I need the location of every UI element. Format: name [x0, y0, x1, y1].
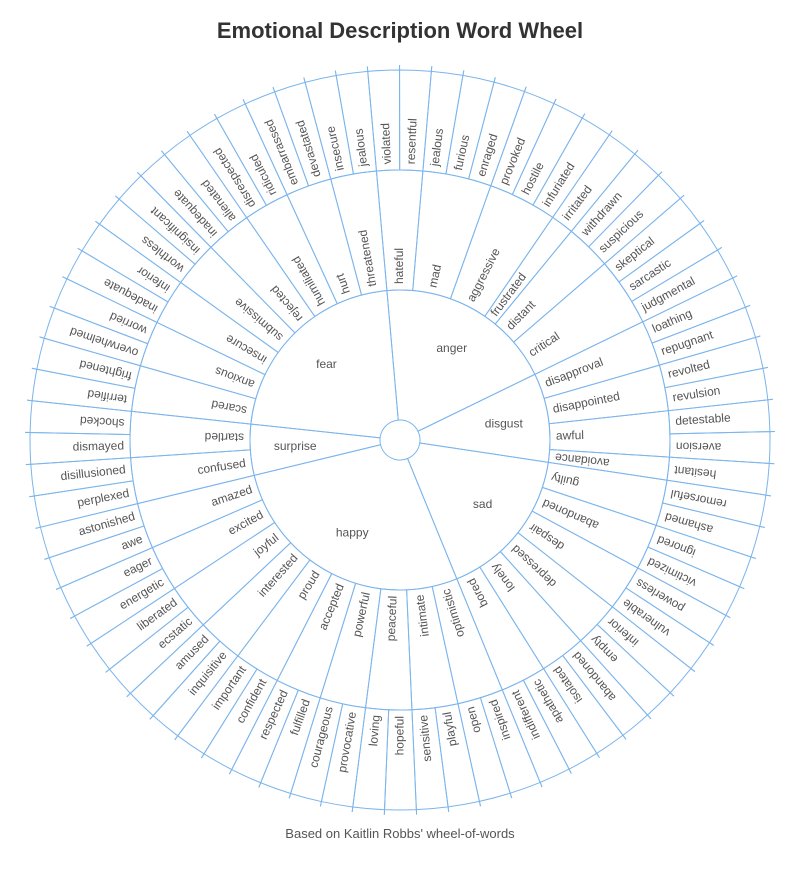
emotion-label: abandoned: [540, 496, 601, 533]
wheel-labels: anger hateful violated resentful mad jealous f…: [60, 117, 732, 773]
emotion-label: awe: [119, 532, 145, 553]
emotion-label: fulfilled: [287, 697, 313, 737]
emotion-label: disapproval: [543, 355, 605, 390]
emotion-label: critical: [526, 329, 562, 359]
emotion-label: loathing: [650, 306, 694, 336]
emotion-label: furious: [451, 133, 472, 171]
emotion-label: joyful: [250, 531, 281, 560]
emotion-label: inferior: [134, 264, 172, 296]
emotion-label: peaceful: [384, 596, 400, 642]
emotion-label: threatened: [355, 229, 379, 288]
emotion-label: surprise: [274, 439, 317, 453]
emotion-label: happy: [336, 526, 369, 540]
wheel-arcs: [30, 70, 770, 810]
emotion-label: worried: [107, 309, 150, 338]
emotion-label: disillusioned: [60, 462, 127, 483]
emotion-label: disgust: [485, 416, 524, 430]
emotion-label: awful: [556, 428, 584, 443]
emotion-label: empty: [588, 633, 621, 666]
emotion-label: amazed: [209, 482, 254, 509]
emotion-label: open: [463, 705, 483, 734]
emotion-label: anxious: [213, 364, 257, 392]
emotion-label: avoidance: [554, 450, 610, 470]
emotion-label: humiliated: [289, 254, 328, 308]
emotion-label: aversion: [676, 439, 722, 454]
emotion-label: startled: [205, 430, 245, 445]
emotion-label: loving: [366, 714, 383, 746]
emotion-label: scared: [210, 397, 248, 418]
emotion-label: hesitant: [673, 463, 717, 481]
emotion-label: sad: [473, 497, 492, 511]
emotion-label: guilty: [550, 470, 581, 490]
emotion-label: accepted: [316, 582, 347, 632]
emotion-label: provocative: [335, 710, 359, 773]
emotion-label: repugnant: [659, 327, 715, 358]
emotion-label: jealous: [427, 128, 446, 168]
emotion-wheel: anger hateful violated resentful mad jealous f…: [0, 0, 800, 870]
emotion-label: despair: [526, 520, 567, 553]
emotion-label: detestable: [675, 410, 732, 428]
emotion-label: violated: [378, 123, 394, 165]
emotion-label: insecure: [223, 332, 269, 367]
chart-subtitle: Based on Kaitlin Robbs' wheel-of-words: [285, 826, 515, 841]
emotion-label: proud: [294, 568, 322, 601]
emotion-label: bored: [464, 576, 490, 610]
emotion-label: confused: [196, 456, 246, 477]
emotion-label: powerful: [350, 591, 373, 638]
emotion-label: shocked: [79, 414, 124, 431]
emotion-label: jealous: [351, 128, 370, 169]
emotion-label: revulsion: [672, 383, 722, 404]
chart-title: Emotional Description Word Wheel: [217, 18, 583, 43]
emotion-label: excited: [226, 507, 266, 537]
emotion-label: remorseful: [669, 487, 727, 512]
emotion-label: playful: [440, 711, 460, 748]
emotion-label: devastated: [293, 119, 324, 179]
emotion-label: dismayed: [73, 438, 125, 453]
emotion-label: terrified: [86, 387, 128, 407]
emotion-label: fear: [316, 357, 337, 371]
emotion-label: hostile: [519, 159, 547, 197]
emotion-label: interested: [255, 551, 301, 600]
emotion-label: anger: [436, 341, 467, 355]
emotion-label: resentful: [404, 118, 420, 165]
emotion-label: courageous: [306, 705, 335, 769]
emotion-label: inspired: [486, 698, 513, 742]
emotion-label: ridiculed: [246, 152, 279, 198]
emotion-label: rejected: [268, 283, 306, 325]
emotion-label: hateful: [392, 248, 406, 284]
emotion-label: sensitive: [416, 714, 434, 762]
emotion-label: intimate: [412, 594, 431, 638]
emotion-label: hurt: [333, 271, 353, 296]
emotion-label: astonished: [77, 509, 137, 539]
emotion-label: aggressive: [464, 246, 503, 304]
emotion-label: perplexed: [76, 486, 130, 510]
emotion-label: hopeful: [393, 716, 407, 755]
wheel-ticks: [25, 65, 775, 815]
emotion-label: mad: [425, 263, 444, 289]
